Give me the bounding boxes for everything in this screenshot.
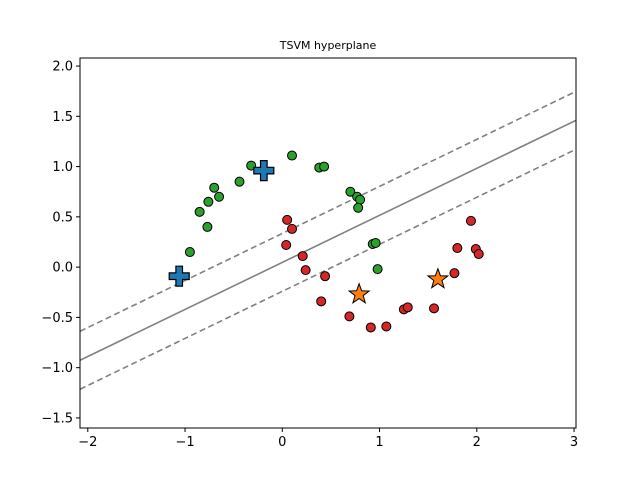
x-tick-label: 0: [278, 435, 286, 450]
data-point-circle-1-1: [287, 223, 298, 234]
data-point-circle-1-2: [281, 240, 292, 251]
data-point-circle-0-10: [319, 161, 330, 172]
data-point-circle-0-13: [355, 194, 366, 205]
data-point-circle-1-11: [402, 302, 413, 313]
data-point-circle-0-8: [287, 150, 298, 161]
x-tick-label: −1: [175, 435, 194, 450]
y-tick-label: 0.0: [52, 261, 73, 276]
data-point-circle-0-5: [214, 191, 225, 202]
data-point-circle-1-12: [429, 303, 440, 314]
data-point-circle-1-6: [316, 296, 327, 307]
data-point-circle-0-4: [209, 182, 220, 193]
data-point-star-3-1: [426, 267, 450, 289]
x-tick-label: 1: [375, 435, 383, 450]
y-tick-label: 0.5: [52, 210, 73, 225]
data-point-circle-1-13: [449, 268, 460, 279]
data-point-circle-1-17: [473, 249, 484, 260]
data-point-circle-0-0: [184, 247, 195, 258]
y-tick-label: −1.5: [41, 411, 73, 426]
data-point-circle-0-16: [370, 238, 381, 248]
data-point-circle-0-6: [234, 176, 245, 187]
chart-title: TSVM hyperplane: [279, 39, 377, 52]
data-point-circle-1-9: [381, 321, 392, 332]
data-point-circle-1-0: [282, 214, 293, 225]
data-point-circle-0-14: [353, 202, 364, 213]
data-point-circle-1-14: [452, 243, 463, 254]
data-point-circle-1-5: [320, 271, 331, 282]
data-point-circle-1-4: [300, 265, 311, 276]
data-point-circle-0-11: [345, 186, 356, 197]
x-tick-label: 2: [473, 435, 481, 450]
y-tick-label: 2.0: [52, 60, 73, 75]
margin-line-lower: [80, 148, 576, 390]
data-point-circle-0-2: [202, 221, 213, 232]
y-tick-label: 1.0: [52, 160, 73, 175]
x-tick-label: −2: [78, 435, 97, 450]
y-tick-label: 1.5: [52, 110, 73, 125]
x-tick-label: 3: [570, 435, 578, 450]
hyperplane-line: [80, 119, 576, 361]
data-point-circle-1-8: [365, 322, 376, 333]
y-tick-label: −1.0: [41, 361, 73, 376]
data-point-circle-1-15: [465, 215, 476, 226]
plot-frame: [79, 57, 577, 429]
data-point-circle-1-3: [297, 251, 308, 262]
data-point-star-3-0: [347, 282, 371, 304]
data-point-circle-0-3: [203, 196, 214, 207]
data-point-circle-0-17: [372, 264, 383, 275]
data-point-plus-2-0: [168, 265, 190, 287]
margin-line-upper: [80, 90, 576, 333]
data-point-plus-2-1: [253, 160, 275, 182]
data-point-circle-1-7: [344, 311, 355, 322]
data-point-circle-0-1: [194, 206, 205, 217]
y-tick-label: −0.5: [41, 311, 73, 326]
